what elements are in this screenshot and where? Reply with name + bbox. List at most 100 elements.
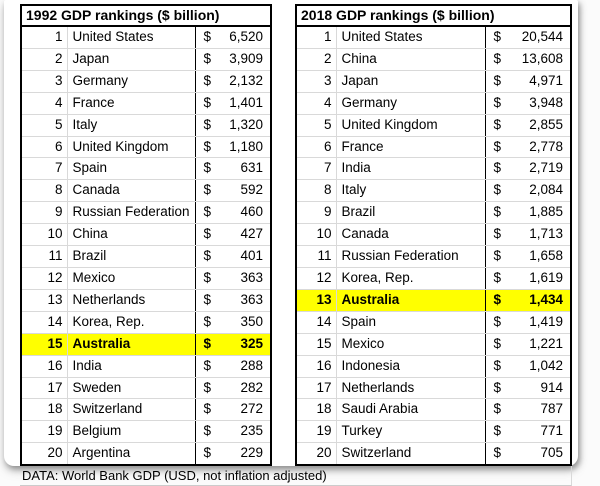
currency-symbol: $ [203,182,212,198]
gdp-amount: 363 [240,291,264,307]
rank-cell: 8 [21,179,68,203]
table-row: 2 China $13,608 [296,48,572,71]
currency-symbol: $ [203,357,212,373]
currency-symbol: $ [203,269,212,285]
rank-cell: 13 [296,289,337,312]
table-row: 16 Indonesia $1,042 [296,355,572,378]
rank-cell: 10 [21,223,68,247]
gdp-value-cell: $705 [484,442,572,466]
gdp-value-cell: $1,320 [194,114,272,137]
gdp-amount: 272 [240,401,264,417]
gdp-value-cell: $1,713 [484,223,572,247]
rank-cell: 11 [296,245,337,268]
table-row: 3 Japan $4,971 [296,70,572,93]
country-cell: Russian Federation [336,245,486,268]
table-header-row: 2018 GDP rankings ($ billion) [295,4,573,27]
country-cell: Germany [67,70,195,93]
rank-cell: 3 [21,70,68,93]
country-cell: Spain [336,311,486,334]
gdp-value-cell: $1,419 [484,311,572,334]
country-cell: Australia [336,289,486,312]
rank-cell: 14 [296,311,337,334]
gdp-amount: 592 [240,182,264,198]
rank-cell: 20 [296,442,337,466]
table-row: 4 Germany $3,948 [296,92,572,115]
table-row: 1 United States $6,520 [21,26,272,49]
country-cell: Brazil [336,201,486,225]
rank-cell: 10 [296,223,337,247]
rank-cell: 17 [21,377,68,400]
country-cell: Spain [67,157,195,181]
gdp-value-cell: $1,658 [484,245,572,268]
gdp-amount: 2,778 [529,138,564,154]
country-cell: Italy [336,179,486,203]
currency-symbol: $ [203,379,212,395]
gdp-value-cell: $3,948 [484,92,572,115]
currency-symbol: $ [493,94,502,110]
gdp-amount: 282 [240,379,264,395]
gdp-value-cell: $401 [194,245,272,268]
currency-symbol: $ [203,50,212,66]
country-cell: Netherlands [336,377,486,400]
currency-symbol: $ [493,401,502,417]
table-title-1992: 1992 GDP rankings ($ billion) [19,4,273,27]
country-cell: Netherlands [67,289,195,312]
gdp-value-cell: $288 [194,355,272,378]
table-row: 1 United States $20,544 [296,26,572,49]
gdp-value-cell: $2,132 [194,70,272,93]
country-cell: China [336,48,486,71]
rank-cell: 1 [296,26,337,49]
country-cell: Brazil [67,245,195,268]
table-row: 17 Netherlands $914 [296,377,572,400]
country-cell: India [67,355,195,378]
rank-cell: 12 [296,267,337,290]
currency-symbol: $ [203,94,212,110]
gdp-amount: 4,971 [529,72,564,88]
country-cell: Argentina [72,445,131,461]
gdp-amount: 235 [240,423,264,439]
currency-symbol: $ [203,335,212,351]
gdp-amount: 1,434 [529,291,564,307]
gdp-amount: 363 [240,269,264,285]
gdp-value-cell: $787 [484,398,572,422]
currency-symbol: $ [493,269,502,285]
table-row: 14 Korea, Rep. $350 [21,311,272,334]
table-row: 12 Mexico $363 [21,267,272,290]
gdp-value-cell: $272 [194,398,272,422]
country-cell: France [67,92,195,115]
table-row: 2 Japan $3,909 [21,48,272,71]
table-body-1992: 1 United States $6,520 2 Japan $3,909 3 Germany… [21,26,272,466]
currency-symbol: $ [493,138,502,154]
gdp-value-cell: $1,619 [484,267,572,290]
gdp-amount: 2,132 [229,72,264,88]
country-cell: United Kingdom [67,136,195,159]
table-body-2018: 1 United States $20,544 2 China $13,608 3 Japan… [296,26,572,466]
table-row: 20 Argentina $229 [21,442,272,466]
table-row: 5 Italy $1,320 [21,114,272,137]
table-header-row: 1992 GDP rankings ($ billion) [19,4,273,27]
table-row: 6 United Kingdom $1,180 [21,136,272,159]
gdp-amount: 631 [240,160,264,176]
country-cell: Saudi Arabia [336,398,486,422]
currency-symbol: $ [493,204,502,220]
gdp-value-cell: $1,180 [194,136,272,159]
rank-cell: 17 [296,377,337,400]
table-row: 7 Spain $631 [21,157,272,181]
gdp-amount: 705 [540,445,564,461]
gdp-amount: 460 [240,204,264,220]
currency-symbol: $ [493,335,502,351]
rank-cell: 2 [296,48,337,71]
gdp-amount: 1,658 [529,248,564,264]
screenshot-frame: 1992 GDP rankings ($ billion) 1 United St… [4,0,578,486]
country-cell: Korea, Rep. [336,267,486,290]
gdp-amount: 2,719 [529,160,564,176]
currency-symbol: $ [493,182,502,198]
rank-cell: 20 [21,442,68,466]
highlighted-row: 13 Australia $1,434 [296,289,572,312]
country-cell: Switzerland [67,398,195,422]
rank-cell: 13 [21,289,68,312]
currency-symbol: $ [493,445,502,461]
rank-cell: 12 [21,267,68,290]
gdp-amount: 1,401 [229,94,264,110]
table-row: 13 Netherlands $363 [21,289,272,312]
